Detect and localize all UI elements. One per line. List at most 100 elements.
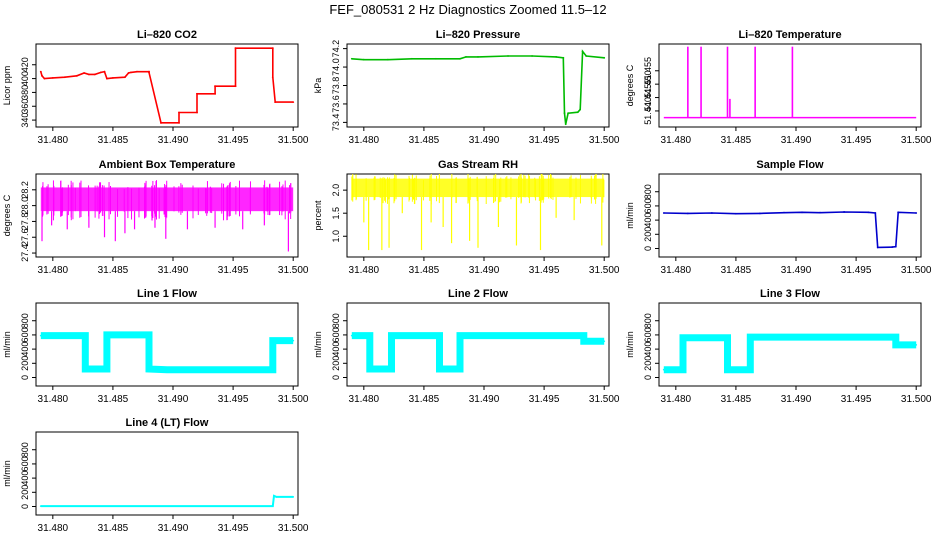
chart-10-ytick-label: 400 — [20, 471, 30, 486]
chart-7-series — [40, 331, 294, 374]
chart-10-xtick-label: 31.495 — [218, 523, 249, 534]
chart-1-point — [112, 76, 114, 79]
chart-9-point — [726, 336, 729, 339]
chart-10-point — [39, 505, 42, 508]
chart-6-point — [686, 212, 689, 215]
chart-4-xtick-label: 31.495 — [218, 265, 249, 276]
chart-4-ytick-label: 27.6 — [20, 228, 30, 246]
chart-9-ytick-label: 200 — [643, 356, 653, 371]
chart-2-point — [435, 57, 437, 60]
chart-5-xtick-label: 31.485 — [409, 265, 440, 276]
chart-1-point — [99, 71, 102, 74]
chart-1-point — [214, 92, 216, 95]
chart-1-frame — [35, 43, 299, 128]
chart-9-xtick-label: 31.490 — [781, 394, 812, 405]
chart-6-ytick-label: 200 — [643, 227, 653, 242]
chart-1-ytick-label: 360 — [20, 99, 30, 114]
chart-8-ylabel: ml/min — [313, 331, 323, 358]
chart-2-xtick-label: 31.480 — [349, 135, 380, 146]
chart-1-point — [148, 71, 150, 74]
chart-10-xtick-label: 31.490 — [158, 523, 189, 534]
chart-6-point — [759, 212, 761, 215]
chart-6-point — [783, 211, 785, 214]
chart-5-ytick-label: 2.0 — [331, 184, 341, 197]
chart-2-ytick-label: 73.4 — [331, 114, 341, 132]
chart-10-ytick-label: 200 — [20, 485, 30, 500]
chart-6-ylabel: ml/min — [625, 202, 635, 229]
chart-8-point — [438, 334, 441, 337]
chart-6-point — [710, 212, 713, 214]
chart-10-ylabel: ml/min — [2, 460, 12, 487]
chart-7-ytick-label: 400 — [20, 342, 30, 357]
chart-4-xtick-label: 31.500 — [278, 265, 309, 276]
chart-8-point — [603, 340, 606, 343]
chart-9-point — [726, 368, 729, 371]
chart-9-point — [662, 368, 665, 371]
chart-2-point — [579, 108, 582, 111]
chart-7-point — [271, 339, 274, 342]
chart-1-xtick-label: 31.495 — [218, 135, 249, 146]
chart-2-point — [531, 55, 533, 57]
chart-5-frame — [346, 173, 610, 258]
chart-2-ytick-label: 73.6 — [331, 95, 341, 113]
chart-1-point — [214, 85, 216, 88]
chart-2-point — [581, 50, 584, 53]
chart-4-xtick-label: 31.490 — [158, 265, 189, 276]
chart-5-xtick-label: 31.500 — [589, 265, 620, 276]
chart-8-point — [390, 368, 393, 370]
chart-10-ytick-label: 0 — [20, 504, 30, 509]
chart-1-point — [130, 71, 132, 74]
chart-1-ytick-label: 380 — [20, 85, 30, 100]
chart-7-point — [148, 334, 150, 336]
chart-1-point — [136, 70, 138, 73]
chart-9-point — [749, 336, 752, 338]
chart-6-ytick-label: 800 — [643, 184, 653, 199]
chart-1-xtick-label: 31.485 — [98, 135, 129, 146]
chart-2-ytick-label: 74.2 — [331, 40, 341, 58]
chart-1-point — [51, 76, 54, 79]
chart-7-xtick-label: 31.500 — [278, 394, 309, 405]
page-title: FEF_080531 2 Hz Diagnostics Zoomed 11.5–… — [329, 2, 607, 17]
chart-8-frame — [346, 302, 610, 387]
chart-1-point — [127, 72, 130, 74]
chart-1-point — [75, 74, 78, 77]
chart-2-xtick-label: 31.490 — [469, 135, 500, 146]
chart-6-series — [663, 211, 917, 249]
chart-6-ytick-label: 600 — [643, 198, 653, 213]
chart-9-ytick-label: 800 — [643, 313, 653, 328]
chart-10-point — [275, 496, 278, 498]
chart-1-point — [83, 72, 85, 74]
chart-9-point — [894, 343, 897, 346]
chart-4-ytick-label: 27.4 — [20, 244, 30, 262]
chart-7-ytick-label: 600 — [20, 327, 30, 342]
chart-3-ytick-label: 51.440 — [643, 97, 653, 125]
chart-8-point — [438, 368, 441, 370]
chart-7-title: Line 1 Flow — [137, 288, 197, 300]
chart-1-point — [93, 73, 96, 76]
chart-7-ytick-label: 200 — [20, 356, 30, 371]
chart-3-title: Li–820 Temperature — [738, 29, 841, 41]
chart-8-point — [459, 368, 461, 370]
chart-2-point — [507, 55, 509, 57]
chart-5-title: Gas Stream RH — [438, 159, 518, 171]
chart-1-title: Li–820 CO2 — [137, 29, 197, 41]
chart-2-point — [603, 56, 606, 59]
chart-6-point — [874, 212, 877, 214]
chart-9-xtick-label: 31.500 — [901, 394, 932, 405]
chart-2-point — [576, 111, 579, 114]
chart-9-series — [663, 333, 917, 374]
chart-5-xtick-label: 31.495 — [529, 265, 560, 276]
chart-1-xtick-label: 31.500 — [278, 135, 309, 146]
chart-9-xtick-label: 31.495 — [841, 394, 872, 405]
chart-3-xtick-label: 31.480 — [661, 135, 692, 146]
chart-6-point — [876, 246, 879, 249]
chart-7-point — [39, 334, 42, 337]
chart-7-point — [84, 368, 87, 370]
chart-1-point — [274, 101, 277, 103]
chart-2-xtick-label: 31.500 — [589, 135, 620, 146]
chart-9-xtick-label: 31.485 — [721, 394, 752, 405]
chart-2-xtick-label: 31.485 — [409, 135, 440, 146]
chart-2-point — [477, 56, 479, 58]
chart-2-point — [555, 56, 558, 58]
